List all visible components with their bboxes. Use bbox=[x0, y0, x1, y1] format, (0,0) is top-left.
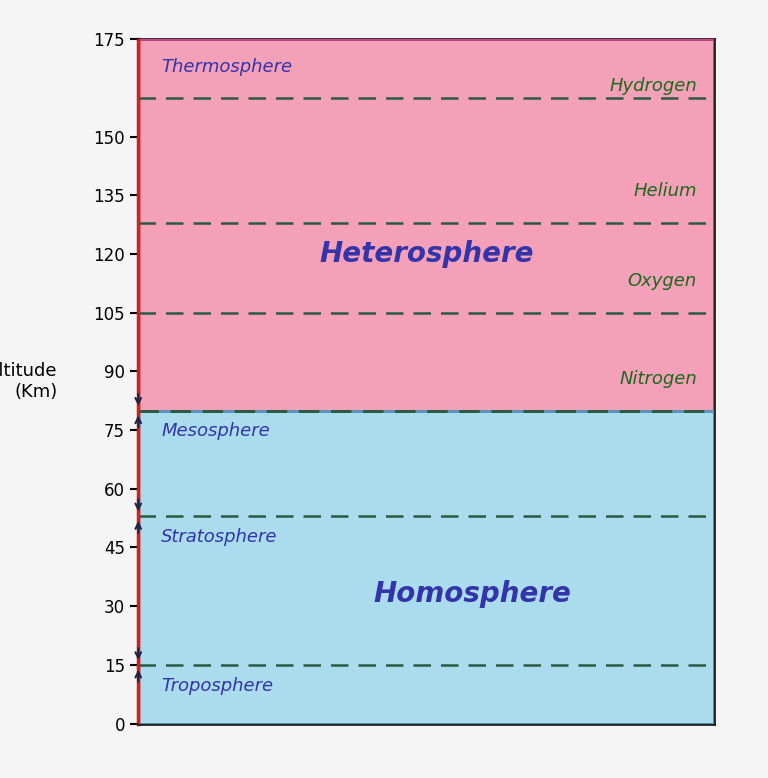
Text: Nitrogen: Nitrogen bbox=[619, 370, 697, 388]
Text: Thermosphere: Thermosphere bbox=[161, 58, 293, 76]
Text: Hydrogen: Hydrogen bbox=[609, 77, 697, 95]
Text: Troposphere: Troposphere bbox=[161, 677, 273, 695]
Text: Stratosphere: Stratosphere bbox=[161, 528, 278, 546]
Bar bbox=[138, 411, 714, 724]
Text: Heterosphere: Heterosphere bbox=[319, 240, 534, 268]
Text: Mesosphere: Mesosphere bbox=[161, 422, 270, 440]
Bar bbox=[138, 411, 714, 724]
Bar bbox=[138, 39, 714, 411]
Text: Helium: Helium bbox=[634, 183, 697, 201]
Text: Oxygen: Oxygen bbox=[627, 272, 697, 290]
Bar bbox=[138, 39, 714, 411]
Text: Homosphere: Homosphere bbox=[373, 580, 571, 608]
Y-axis label: Altitude
(Km): Altitude (Km) bbox=[0, 362, 58, 401]
